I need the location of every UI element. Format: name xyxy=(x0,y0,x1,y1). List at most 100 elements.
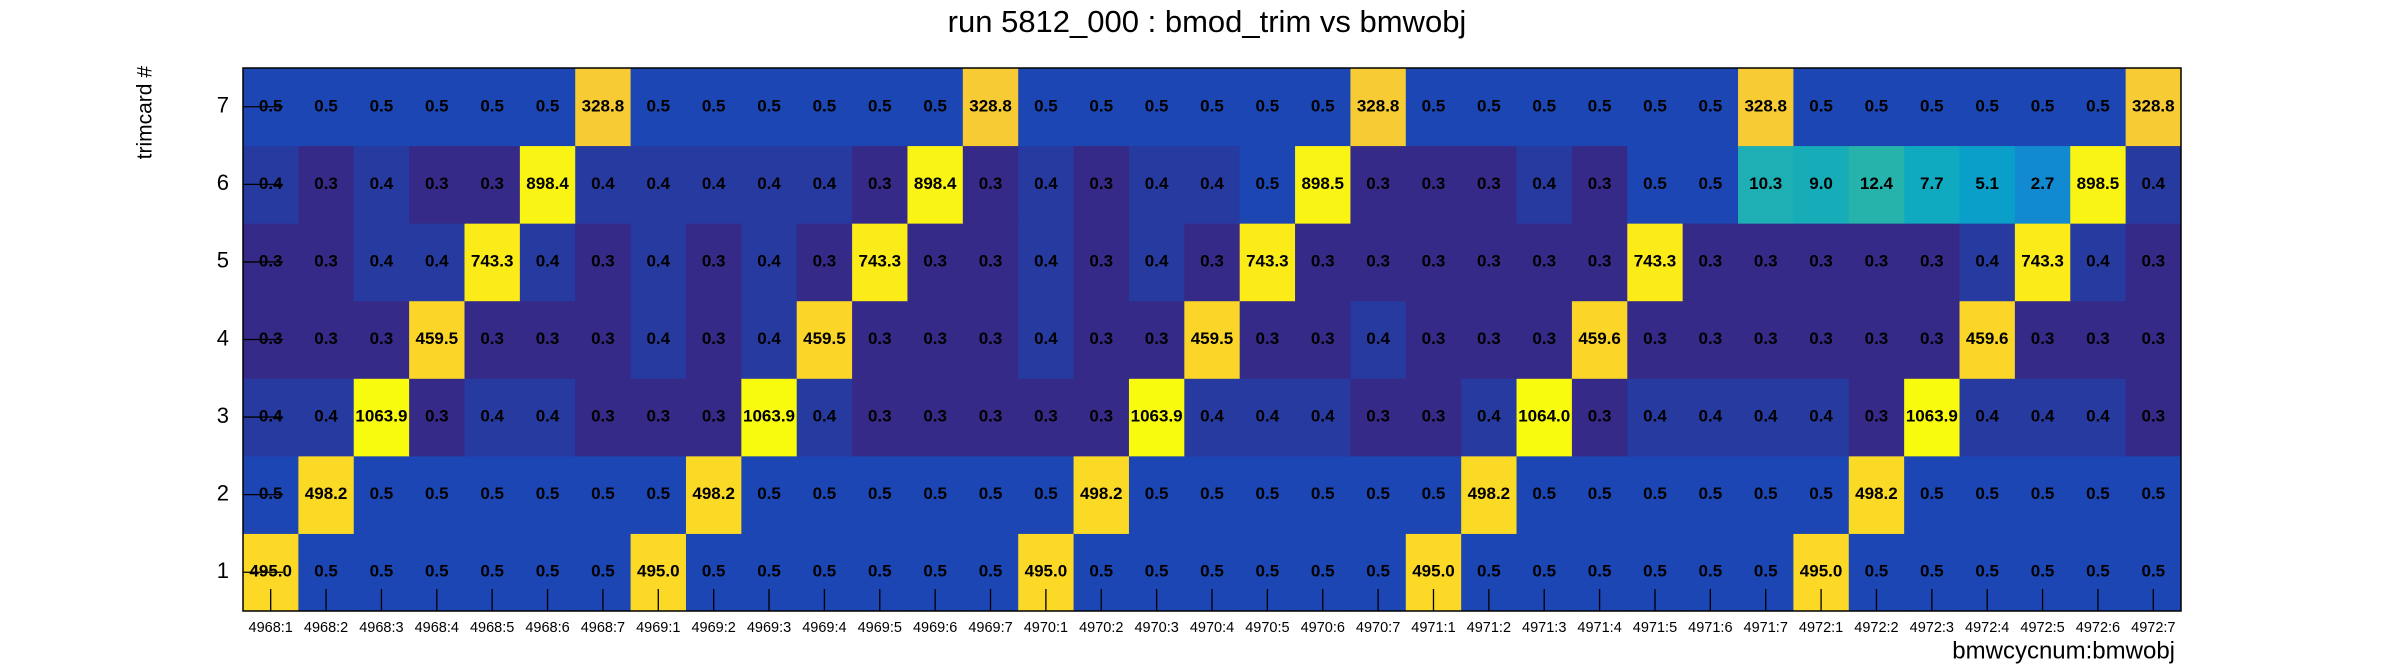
heatmap-cell xyxy=(1738,300,1794,379)
x-tick-label: 4969:4 xyxy=(802,620,846,636)
cell-label: 0.4 xyxy=(646,329,670,348)
cell-label: 0.3 xyxy=(1920,251,1944,270)
cell-label: 743.3 xyxy=(471,251,514,270)
cell-label: 0.5 xyxy=(1699,174,1723,193)
heatmap-cell xyxy=(575,300,632,379)
heatmap-cell xyxy=(741,145,798,224)
heatmap-cell xyxy=(575,455,632,534)
cell-label: 0.5 xyxy=(1366,484,1390,503)
cell-label: 0.5 xyxy=(1311,96,1335,115)
heatmap-cell xyxy=(962,145,1019,224)
heatmap-cell xyxy=(1128,455,1185,534)
cell-label: 0.3 xyxy=(1532,329,1556,348)
heatmap-cell xyxy=(1405,68,1462,147)
cell-label: 0.4 xyxy=(1643,407,1667,426)
heatmap-cell xyxy=(1018,145,1075,224)
heatmap-cell xyxy=(2070,300,2127,379)
cell-label: 0.3 xyxy=(425,407,449,426)
heatmap-cell xyxy=(907,145,964,224)
cell-label: 0.4 xyxy=(1200,407,1224,426)
heatmap-cell xyxy=(1073,145,1130,224)
heatmap-cell xyxy=(519,378,576,457)
cell-label: 0.4 xyxy=(757,174,781,193)
x-tick-label: 4970:6 xyxy=(1301,620,1345,636)
cell-label: 7.7 xyxy=(1920,174,1944,193)
cell-label: 0.5 xyxy=(923,484,947,503)
heatmap-cell xyxy=(1350,378,1407,457)
cell-label: 743.3 xyxy=(2021,251,2064,270)
cell-label: 0.5 xyxy=(1034,484,1058,503)
heatmap-cell xyxy=(852,223,908,302)
cell-label: 0.4 xyxy=(425,251,449,270)
cell-label: 459.6 xyxy=(1578,329,1621,348)
heatmap-cell xyxy=(1184,455,1241,534)
cell-label: 0.3 xyxy=(1422,174,1446,193)
x-tick-label: 4970:2 xyxy=(1079,620,1123,636)
heatmap-cell xyxy=(464,378,521,457)
cell-label: 0.5 xyxy=(1588,484,1612,503)
heatmap-cell xyxy=(353,223,410,302)
heatmap-cell xyxy=(2014,145,2071,224)
cell-label: 0.5 xyxy=(1754,562,1778,581)
heatmap-cell xyxy=(1018,378,1075,457)
heatmap-cell xyxy=(907,300,964,379)
cell-label: 0.4 xyxy=(1975,407,1999,426)
heatmap-cell xyxy=(796,300,853,379)
cell-label: 0.5 xyxy=(370,96,394,115)
heatmap-cell xyxy=(1239,300,1296,379)
cell-label: 743.3 xyxy=(1246,251,1289,270)
cell-label: 0.5 xyxy=(868,96,892,115)
heatmap-cell xyxy=(1682,300,1739,379)
heatmap-cell xyxy=(1904,455,1961,534)
heatmap-cell xyxy=(1128,300,1185,379)
heatmap-cell xyxy=(796,378,853,457)
heatmap-cell xyxy=(685,378,742,457)
cell-label: 0.5 xyxy=(314,562,338,581)
heatmap-cell xyxy=(1239,378,1296,457)
cell-label: 0.4 xyxy=(1532,174,1556,193)
heatmap-cell xyxy=(1461,455,1518,534)
cell-label: 0.5 xyxy=(646,96,670,115)
cell-label: 0.3 xyxy=(425,174,449,193)
heatmap-cell xyxy=(1516,145,1573,224)
cell-label: 0.3 xyxy=(1588,174,1612,193)
x-tick-label: 4969:1 xyxy=(636,620,680,636)
cell-label: 0.3 xyxy=(1089,251,1113,270)
cell-label: 0.4 xyxy=(1975,251,1999,270)
cell-label: 0.3 xyxy=(813,251,837,270)
cell-label: 0.3 xyxy=(1754,251,1778,270)
cell-label: 0.5 xyxy=(868,562,892,581)
heatmap-cell xyxy=(1128,223,1185,302)
x-tick-label: 4970:7 xyxy=(1356,620,1400,636)
heatmap-cell xyxy=(1184,223,1241,302)
heatmap-cell xyxy=(1738,145,1794,224)
heatmap-cell xyxy=(2014,300,2071,379)
cell-label: 0.5 xyxy=(1422,96,1446,115)
x-tick-label: 4970:5 xyxy=(1245,620,1289,636)
x-tick-label: 4971:5 xyxy=(1633,620,1677,636)
heatmap-cell xyxy=(2070,223,2127,302)
heatmap-cell xyxy=(1018,68,1075,147)
heatmap-cell xyxy=(1738,223,1794,302)
cell-label: 0.3 xyxy=(1089,329,1113,348)
cell-label: 495.0 xyxy=(1412,562,1455,581)
x-tick-label: 4972:5 xyxy=(2020,620,2064,636)
cell-label: 0.3 xyxy=(1256,329,1280,348)
heatmap-cell xyxy=(1904,378,1961,457)
x-tick-label: 4970:3 xyxy=(1134,620,1178,636)
heatmap-cell xyxy=(1571,68,1628,147)
cell-label: 0.3 xyxy=(702,329,726,348)
heatmap-cell xyxy=(519,145,576,224)
cell-label: 498.2 xyxy=(1080,484,1123,503)
x-tick-label: 4969:5 xyxy=(858,620,902,636)
heatmap-cell xyxy=(962,68,1019,147)
cell-label: 0.5 xyxy=(1311,484,1335,503)
cell-label: 495.0 xyxy=(1800,562,1843,581)
heatmap-cell xyxy=(1350,68,1407,147)
cell-label: 0.4 xyxy=(536,251,560,270)
heatmap-cell xyxy=(685,145,742,224)
x-tick-label: 4972:6 xyxy=(2076,620,2120,636)
heatmap-cell xyxy=(298,145,355,224)
heatmap-cell xyxy=(1793,455,1850,534)
